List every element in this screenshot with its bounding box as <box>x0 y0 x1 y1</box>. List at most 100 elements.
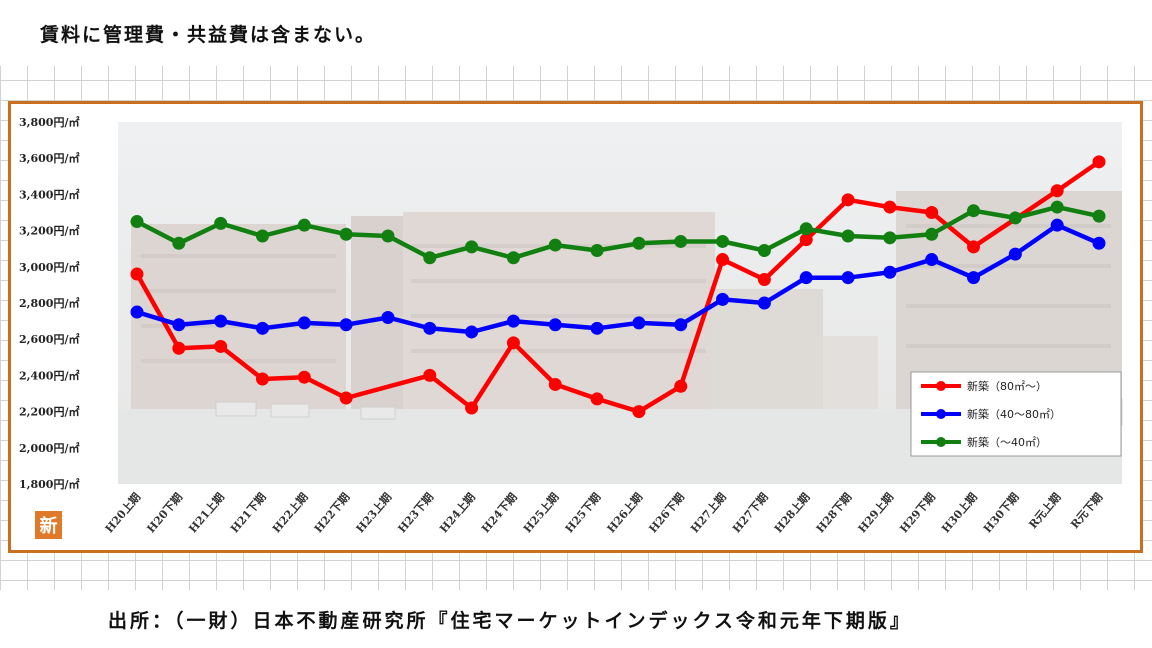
data-point <box>548 238 562 252</box>
data-point <box>548 318 562 332</box>
data-point <box>841 229 855 243</box>
data-point <box>883 231 897 245</box>
data-point <box>130 215 144 229</box>
series-2 <box>130 200 1106 265</box>
series-line-0 <box>135 159 1101 414</box>
x-tick-label: H30下期 <box>980 490 1021 536</box>
y-tick-label: 3,200円/㎡ <box>19 224 79 238</box>
data-point <box>465 401 479 415</box>
y-tick-label: 3,800円/㎡ <box>19 115 79 129</box>
x-tick-label: H21上期 <box>186 490 227 536</box>
data-point <box>423 251 437 265</box>
logo: 新 <box>35 511 62 539</box>
data-point <box>423 368 437 382</box>
data-point <box>590 244 604 258</box>
data-point <box>130 267 144 281</box>
data-point <box>1050 218 1064 232</box>
data-point <box>465 240 479 254</box>
legend: 新築（80㎡～） 新築（40～80㎡） 新築（～40㎡） <box>910 371 1122 457</box>
data-point <box>130 305 144 319</box>
data-point <box>716 234 730 248</box>
data-point <box>255 229 269 243</box>
data-point <box>632 316 646 330</box>
data-point <box>1050 200 1064 214</box>
x-tick-label: H28下期 <box>813 490 854 536</box>
series-0 <box>130 155 1106 419</box>
x-tick-label: H29下期 <box>897 490 938 536</box>
y-tick-label: 2,400円/㎡ <box>19 368 79 382</box>
data-point <box>381 310 395 324</box>
x-tick-label: R元下期 <box>1067 490 1105 531</box>
data-point <box>172 318 186 332</box>
rent-line-chart: 1,800円/㎡ 2,000円/㎡ 2,200円/㎡ 2,400円/㎡ 2,600円/㎡… <box>19 115 1123 539</box>
series-1 <box>130 218 1106 339</box>
y-tick-label: 2,200円/㎡ <box>19 405 79 419</box>
data-point <box>297 316 311 330</box>
x-tick-label: H23上期 <box>353 490 394 536</box>
data-point <box>1008 247 1022 261</box>
data-point <box>632 236 646 250</box>
logo-mark <box>35 511 62 539</box>
data-point <box>925 253 939 267</box>
y-axis-ticks: 1,800円/㎡ 2,000円/㎡ 2,200円/㎡ 2,400円/㎡ 2,600円/㎡… <box>19 115 79 491</box>
data-point <box>925 206 939 219</box>
x-tick-label: H29上期 <box>855 490 896 536</box>
data-point <box>214 216 228 230</box>
data-point <box>506 251 520 265</box>
y-tick-label: 2,600円/㎡ <box>19 332 79 346</box>
y-tick-label: 3,000円/㎡ <box>19 260 79 274</box>
data-point <box>1008 211 1022 225</box>
rent-note: 賃料に管理費・共益費は含まない。 <box>40 24 377 46</box>
x-tick-label: H27上期 <box>687 490 728 536</box>
x-tick-label: H27下期 <box>729 490 770 536</box>
data-point <box>757 296 771 310</box>
data-point <box>716 292 730 306</box>
legend-label: 新築（～40㎡） <box>967 435 1047 449</box>
data-point <box>674 234 688 248</box>
data-point <box>339 391 353 405</box>
series-line-2 <box>135 204 1100 261</box>
data-point <box>548 377 562 391</box>
data-point <box>172 236 186 250</box>
data-point <box>214 339 228 353</box>
series-line-1 <box>136 222 1100 335</box>
data-point <box>967 240 981 254</box>
legend-swatch-marker <box>936 381 946 391</box>
y-tick-label: 2,800円/㎡ <box>19 296 79 310</box>
logo-text: 新 <box>40 515 58 537</box>
data-point <box>506 314 520 328</box>
data-point <box>590 392 604 406</box>
data-point <box>465 325 479 339</box>
data-point <box>716 253 730 267</box>
x-tick-label: H24下期 <box>478 490 519 536</box>
chart-frame: 1,800円/㎡ 2,000円/㎡ 2,200円/㎡ 2,400円/㎡ 2,600円/㎡… <box>8 101 1143 553</box>
x-tick-label: H22上期 <box>269 490 310 536</box>
data-point <box>632 405 646 419</box>
data-point <box>757 272 771 286</box>
data-point <box>1092 155 1106 169</box>
x-tick-label: H26下期 <box>646 490 687 536</box>
data-point <box>967 204 981 218</box>
data-point <box>297 218 311 232</box>
x-tick-label: H28上期 <box>771 490 812 536</box>
x-tick-label: H25上期 <box>520 490 561 536</box>
y-tick-label: 2,000円/㎡ <box>19 441 79 455</box>
data-point <box>674 379 688 393</box>
data-point <box>674 318 688 332</box>
top-note-band <box>0 0 1152 66</box>
data-point <box>172 341 186 355</box>
data-point <box>214 314 228 328</box>
legend-label: 新築（40～80㎡） <box>967 407 1061 421</box>
data-point <box>841 193 855 207</box>
x-tick-label: H25下期 <box>562 490 603 536</box>
x-tick-label: H20上期 <box>102 490 143 536</box>
data-point <box>423 321 437 335</box>
legend-swatch-marker <box>936 409 946 419</box>
data-point <box>883 265 897 279</box>
data-point <box>590 321 604 335</box>
x-tick-label: H21下期 <box>227 490 268 536</box>
x-tick-label: H20下期 <box>144 490 185 536</box>
data-point <box>339 227 353 241</box>
x-tick-label: H24上期 <box>437 490 478 536</box>
data-point <box>883 200 897 214</box>
